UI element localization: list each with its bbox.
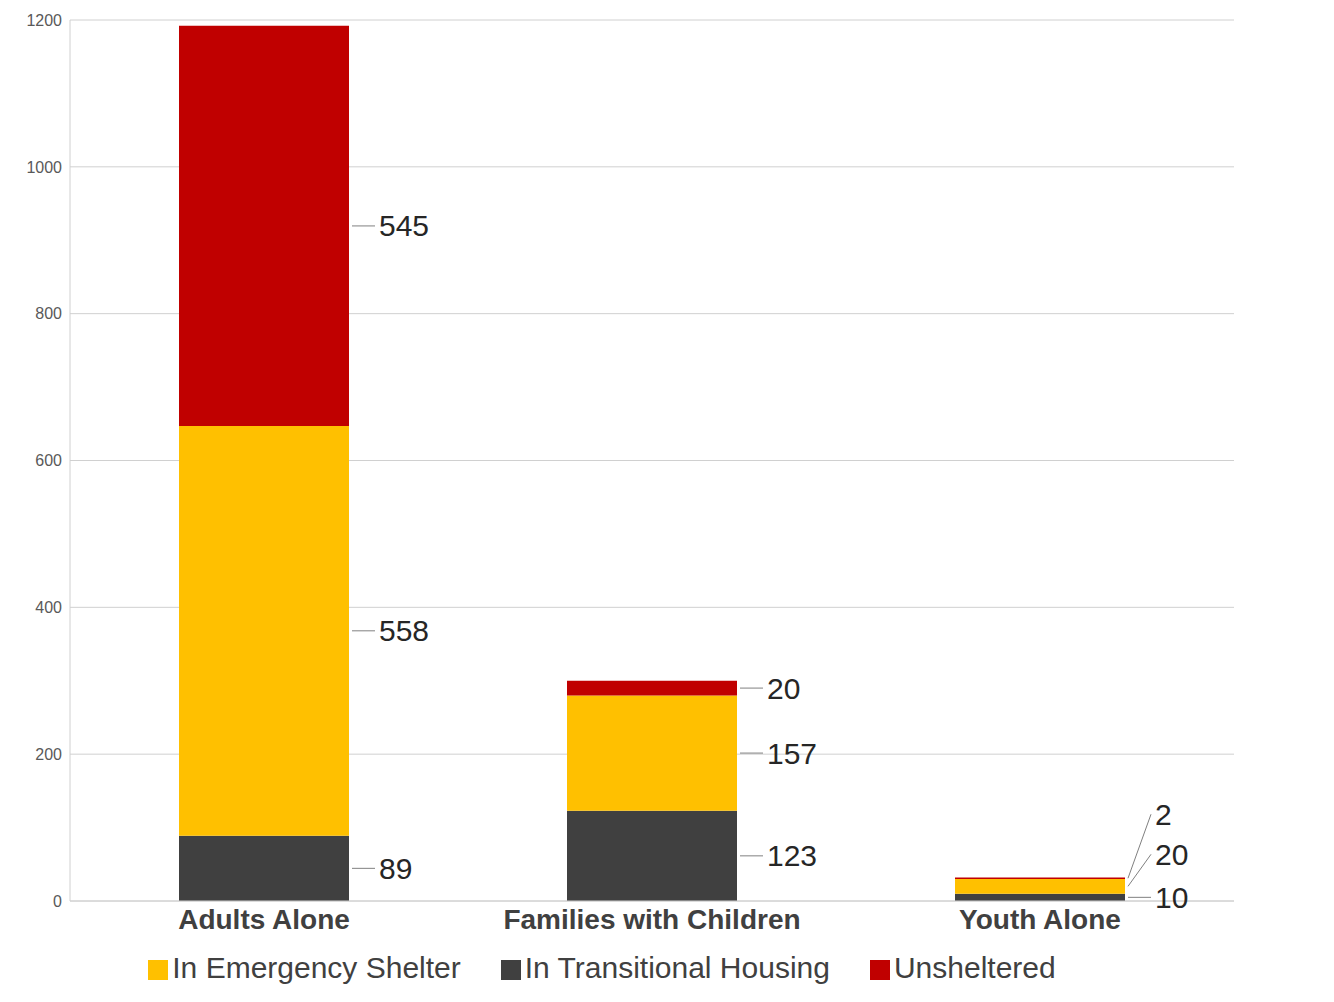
svg-text:400: 400 bbox=[35, 599, 62, 616]
svg-text:1000: 1000 bbox=[26, 159, 62, 176]
svg-text:Youth Alone: Youth Alone bbox=[959, 904, 1121, 935]
svg-text:Adults Alone: Adults Alone bbox=[178, 904, 350, 935]
svg-text:0: 0 bbox=[53, 893, 62, 910]
svg-text:200: 200 bbox=[35, 746, 62, 763]
svg-text:558: 558 bbox=[379, 614, 429, 647]
svg-text:600: 600 bbox=[35, 452, 62, 469]
svg-text:123: 123 bbox=[767, 839, 817, 872]
svg-text:1200: 1200 bbox=[26, 12, 62, 29]
svg-text:800: 800 bbox=[35, 305, 62, 322]
html-text:In Transitional Housing: In Transitional Housing bbox=[524, 951, 830, 984]
svg-text:157: 157 bbox=[767, 737, 817, 770]
svg-text:20: 20 bbox=[767, 672, 800, 705]
svg-text:89: 89 bbox=[379, 852, 412, 885]
svg-text:20: 20 bbox=[1155, 838, 1188, 871]
svg-text:10: 10 bbox=[1155, 881, 1188, 914]
svg-text:2: 2 bbox=[1155, 798, 1172, 831]
html-text:Unsheltered: Unsheltered bbox=[893, 951, 1056, 984]
svg-text:545: 545 bbox=[379, 209, 429, 242]
html-text:In Emergency Shelter: In Emergency Shelter bbox=[172, 951, 461, 984]
svg-text:Families with Children: Families with Children bbox=[503, 904, 800, 935]
